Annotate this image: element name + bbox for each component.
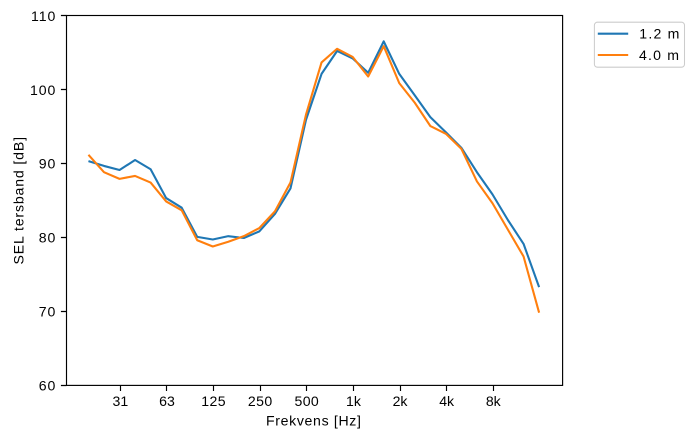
svg-text:80: 80 xyxy=(39,230,56,246)
svg-text:100: 100 xyxy=(30,82,56,98)
svg-text:4k: 4k xyxy=(439,393,455,409)
svg-text:2k: 2k xyxy=(393,393,409,409)
svg-text:90: 90 xyxy=(39,156,56,172)
svg-text:SEL tersband [dB]: SEL tersband [dB] xyxy=(11,136,27,264)
svg-text:8k: 8k xyxy=(486,393,502,409)
svg-text:Frekvens [Hz]: Frekvens [Hz] xyxy=(266,412,362,428)
svg-text:70: 70 xyxy=(39,304,56,320)
svg-text:125: 125 xyxy=(201,393,226,409)
svg-text:250: 250 xyxy=(248,393,273,409)
svg-text:60: 60 xyxy=(39,378,56,394)
svg-text:500: 500 xyxy=(294,393,319,409)
svg-text:63: 63 xyxy=(159,393,175,409)
svg-text:1k: 1k xyxy=(346,393,362,409)
svg-text:110: 110 xyxy=(31,8,56,24)
svg-text:4.0 m: 4.0 m xyxy=(639,47,680,63)
svg-text:1.2 m: 1.2 m xyxy=(639,26,680,42)
svg-text:31: 31 xyxy=(113,393,129,409)
